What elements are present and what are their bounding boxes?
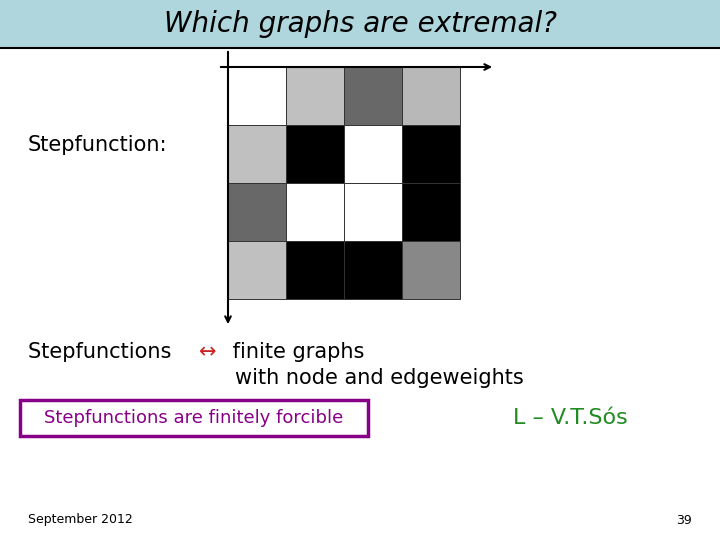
Text: Stepfunctions are finitely forcible: Stepfunctions are finitely forcible [45,409,343,427]
Text: Which graphs are extremal?: Which graphs are extremal? [163,10,557,38]
Bar [20,400,368,436]
Bar [0,0,720,48]
Bar [402,241,460,299]
Text: L – V.T.Sós: L – V.T.Sós [513,408,627,428]
Bar [286,67,344,125]
Bar [228,183,286,241]
Bar [344,183,402,241]
Text: ↔: ↔ [199,342,217,362]
Bar [286,183,344,241]
Text: Stepfunctions: Stepfunctions [28,342,178,362]
Bar [402,183,460,241]
Bar [286,241,344,299]
Text: Stepfunction:: Stepfunction: [28,135,168,155]
Bar [228,241,286,299]
Text: 39: 39 [676,514,692,526]
Bar [344,67,402,125]
Text: finite graphs: finite graphs [226,342,364,362]
Bar [286,125,344,183]
Bar [344,241,402,299]
Bar [228,125,286,183]
Bar [402,67,460,125]
Text: September 2012: September 2012 [28,514,132,526]
Bar [228,67,286,125]
Bar [402,125,460,183]
Bar [344,125,402,183]
Text: with node and edgeweights: with node and edgeweights [235,368,523,388]
